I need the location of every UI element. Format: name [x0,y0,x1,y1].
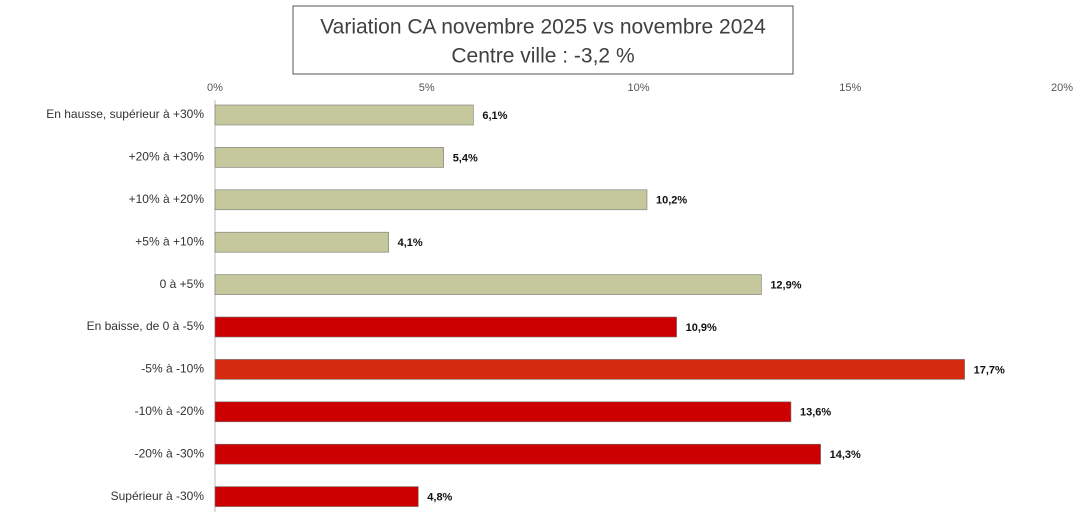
bar [214,274,762,295]
category-label: -10% à -20% [135,404,205,418]
category-label: +5% à +10% [135,234,204,248]
value-label: 13,6% [800,407,831,419]
value-label: 4,8% [427,492,452,504]
value-label: 14,3% [830,449,861,461]
chart-subtitle: Centre ville : -3,2 % [451,45,634,68]
title-box [292,5,794,75]
x-tick-label: 15% [839,82,861,94]
value-label: 4,1% [398,237,423,249]
category-label: -5% à -10% [141,362,204,376]
bar [214,401,792,423]
value-label: 12,9% [770,280,801,292]
bar [214,189,648,211]
category-label: 0 à +5% [160,277,205,291]
bar [214,147,444,168]
chart-title: Variation CA novembre 2025 vs novembre 2… [320,16,766,39]
bar [214,359,965,380]
bar [214,486,419,507]
x-tick-label: 10% [627,82,649,94]
x-tick-label: 0% [207,82,223,94]
category-label: +20% à +30% [129,150,205,164]
value-label: 10,2% [656,195,687,207]
value-label: 5,4% [453,152,478,164]
category-label: En baisse, de 0 à -5% [87,319,205,333]
value-label: 10,9% [686,322,717,334]
bar [214,443,821,465]
value-label: 17,7% [974,364,1005,376]
category-label: En hausse, supérieur à +30% [46,107,204,121]
category-label: Supérieur à -30% [111,489,205,503]
x-tick-label: 20% [1051,82,1073,94]
bar [214,316,677,338]
bar [214,231,389,253]
value-label: 6,1% [482,110,507,122]
bar [214,104,474,126]
x-tick-label: 5% [419,82,435,94]
category-label: +10% à +20% [129,192,205,206]
category-label: -20% à -30% [135,446,205,460]
